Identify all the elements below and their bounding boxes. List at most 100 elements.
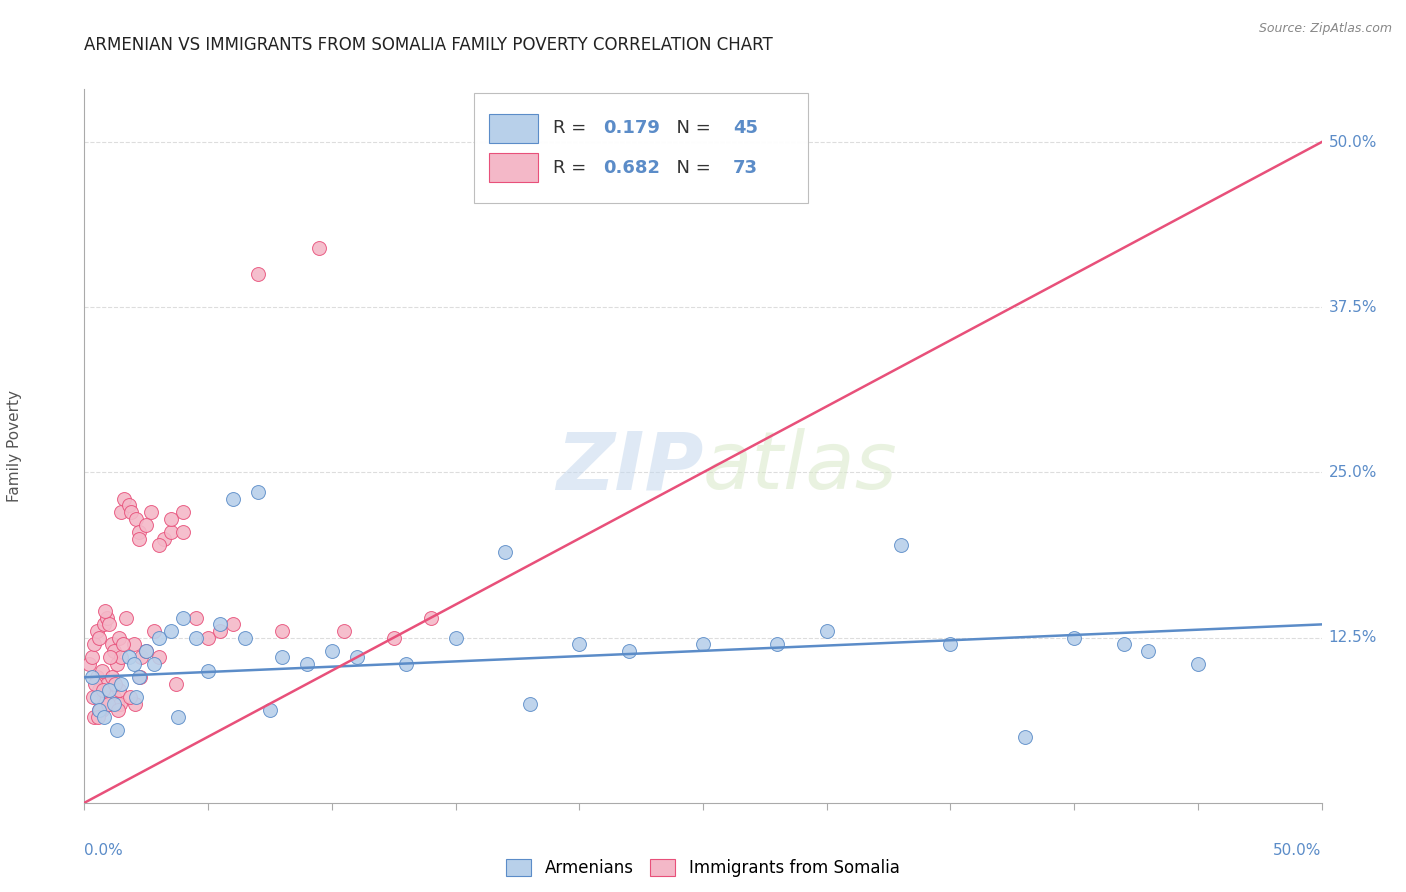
- Point: [91, 683, 114, 698]
- Point: [115, 611, 138, 625]
- Point: [295, 657, 318, 671]
- Point: [103, 644, 125, 658]
- Point: [184, 611, 207, 625]
- Point: [141, 505, 163, 519]
- Point: [98, 683, 121, 698]
- Point: [105, 723, 128, 738]
- Point: [135, 644, 157, 658]
- Text: 45: 45: [733, 120, 758, 137]
- Point: [89, 703, 111, 717]
- Point: [87, 710, 110, 724]
- Point: [124, 697, 146, 711]
- Point: [184, 631, 207, 645]
- Point: [84, 677, 107, 691]
- Point: [135, 518, 157, 533]
- Point: [108, 631, 131, 645]
- Point: [568, 637, 591, 651]
- Point: [172, 524, 194, 539]
- Point: [112, 491, 135, 506]
- Text: atlas: atlas: [703, 428, 898, 507]
- Point: [96, 677, 118, 691]
- Point: [122, 637, 145, 651]
- Text: 73: 73: [733, 159, 758, 177]
- Point: [80, 670, 103, 684]
- Point: [110, 505, 132, 519]
- Point: [890, 538, 912, 552]
- Point: [120, 505, 142, 519]
- Point: [271, 650, 294, 665]
- Point: [148, 650, 170, 665]
- Text: R =: R =: [554, 159, 592, 177]
- Point: [107, 703, 129, 717]
- Point: [128, 532, 150, 546]
- Point: [105, 697, 128, 711]
- FancyBboxPatch shape: [489, 114, 538, 143]
- Text: 37.5%: 37.5%: [1329, 300, 1376, 315]
- Point: [104, 677, 127, 691]
- Point: [96, 611, 118, 625]
- Point: [110, 650, 132, 665]
- Point: [494, 545, 516, 559]
- Point: [172, 611, 194, 625]
- Point: [259, 703, 281, 717]
- Point: [246, 485, 269, 500]
- Point: [233, 631, 256, 645]
- Point: [167, 710, 190, 724]
- Point: [766, 637, 789, 651]
- Point: [160, 524, 183, 539]
- Point: [125, 511, 148, 525]
- Text: 50.0%: 50.0%: [1329, 135, 1376, 150]
- Point: [135, 644, 157, 658]
- Point: [160, 511, 183, 525]
- Point: [111, 637, 134, 651]
- Point: [86, 670, 108, 684]
- Point: [125, 690, 148, 704]
- Point: [815, 624, 838, 638]
- Point: [939, 637, 962, 651]
- Point: [382, 631, 405, 645]
- Point: [83, 710, 105, 724]
- Point: [142, 657, 165, 671]
- Point: [98, 650, 121, 665]
- Point: [82, 690, 104, 704]
- Point: [98, 697, 121, 711]
- Point: [222, 617, 245, 632]
- Point: [98, 617, 121, 632]
- Point: [246, 267, 269, 281]
- Point: [93, 710, 115, 724]
- Point: [692, 637, 714, 651]
- Text: Family Poverty: Family Poverty: [7, 390, 21, 502]
- Point: [209, 617, 232, 632]
- Point: [110, 697, 132, 711]
- Point: [100, 637, 122, 651]
- Legend: Armenians, Immigrants from Somalia: Armenians, Immigrants from Somalia: [499, 852, 907, 884]
- Point: [93, 617, 115, 632]
- Point: [97, 697, 120, 711]
- Point: [617, 644, 640, 658]
- Text: N =: N =: [665, 159, 716, 177]
- Point: [142, 624, 165, 638]
- Point: [79, 657, 101, 671]
- FancyBboxPatch shape: [474, 93, 808, 203]
- Text: 12.5%: 12.5%: [1329, 630, 1376, 645]
- Point: [128, 670, 150, 684]
- Point: [197, 631, 219, 645]
- Text: R =: R =: [554, 120, 592, 137]
- Point: [148, 631, 170, 645]
- Point: [90, 664, 112, 678]
- Point: [89, 683, 111, 698]
- Point: [103, 690, 125, 704]
- Point: [86, 690, 108, 704]
- Point: [120, 690, 142, 704]
- Point: [271, 624, 294, 638]
- Point: [93, 690, 115, 704]
- Point: [89, 703, 111, 717]
- Point: [128, 524, 150, 539]
- Text: 50.0%: 50.0%: [1274, 843, 1322, 858]
- Point: [160, 624, 183, 638]
- Point: [90, 703, 112, 717]
- Point: [321, 644, 343, 658]
- Text: 0.179: 0.179: [603, 120, 659, 137]
- Text: ZIP: ZIP: [555, 428, 703, 507]
- Point: [519, 697, 541, 711]
